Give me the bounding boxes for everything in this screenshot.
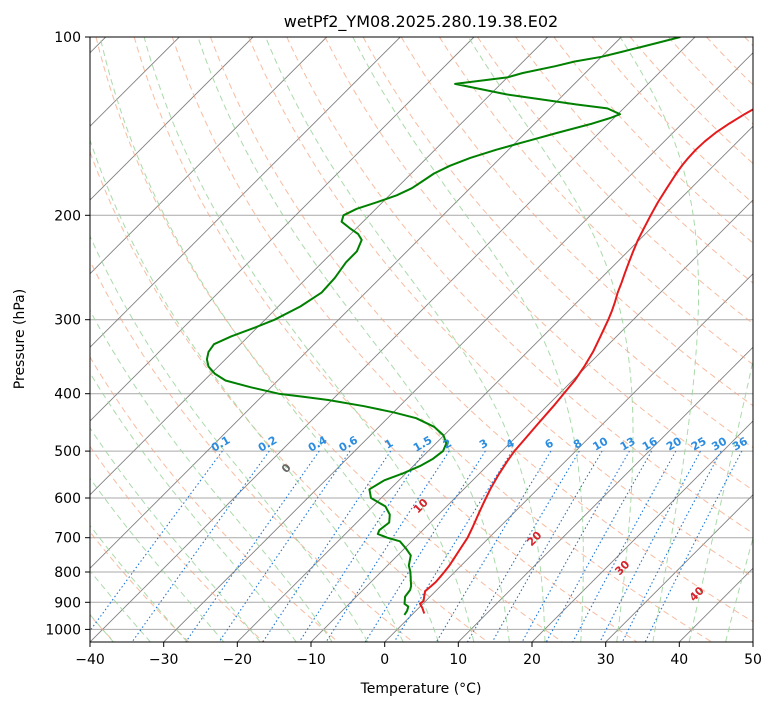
y-tick-label: 700 bbox=[54, 531, 81, 547]
y-tick-label: 300 bbox=[54, 313, 81, 329]
x-tick-label: 20 bbox=[523, 652, 541, 668]
chart-title: wetPf2_YM08.2025.280.19.38.E02 bbox=[284, 12, 558, 32]
y-tick-label: 400 bbox=[54, 387, 81, 403]
x-tick-label: −30 bbox=[149, 652, 179, 668]
y-tick-label: 100 bbox=[54, 30, 81, 46]
y-tick-label: 800 bbox=[54, 565, 81, 581]
y-tick-label: 600 bbox=[54, 491, 81, 507]
y-axis-label: Pressure (hPa) bbox=[12, 289, 28, 389]
x-tick-label: −20 bbox=[223, 652, 253, 668]
x-axis-label: Temperature (°C) bbox=[360, 681, 482, 697]
x-tick-label: −40 bbox=[75, 652, 105, 668]
x-tick-label: 30 bbox=[597, 652, 615, 668]
y-tick-label: 900 bbox=[54, 595, 81, 611]
x-tick-label: −10 bbox=[296, 652, 326, 668]
x-tick-label: 0 bbox=[380, 652, 389, 668]
y-tick-label: 500 bbox=[54, 444, 81, 460]
x-tick-label: 10 bbox=[449, 652, 467, 668]
x-tick-label: 40 bbox=[670, 652, 688, 668]
y-tick-label: 1000 bbox=[45, 622, 81, 638]
x-tick-label: 50 bbox=[744, 652, 762, 668]
y-tick-label: 200 bbox=[54, 208, 81, 224]
